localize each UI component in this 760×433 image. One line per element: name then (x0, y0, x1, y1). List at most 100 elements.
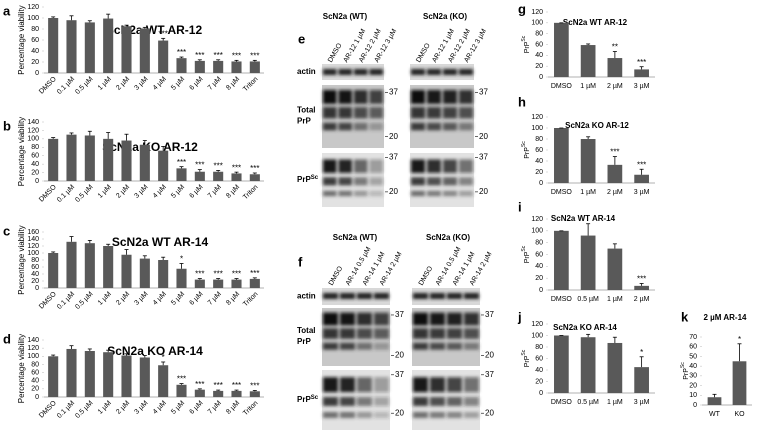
x-tick-label: Triton (242, 184, 259, 201)
y-tick-label: 20 (535, 275, 543, 282)
x-tick-label: 0.1 µM (56, 76, 76, 96)
y-tick-label: 60 (31, 264, 39, 271)
band (427, 159, 441, 173)
lane-label: DMSO (418, 265, 435, 287)
bar (48, 138, 59, 181)
size-marker: 20 (485, 351, 494, 360)
band (340, 293, 355, 299)
band (323, 90, 337, 104)
chart-title: ScN2a WT AR-14 (112, 235, 209, 249)
band (413, 312, 428, 326)
bar (607, 164, 623, 183)
band (323, 69, 337, 75)
x-tick-label: 5 µM (170, 400, 186, 416)
band (357, 328, 372, 339)
band (411, 90, 425, 104)
x-tick-label: 4 µM (152, 291, 168, 307)
x-tick-label: 3 µM (133, 400, 149, 416)
y-axis-label-text: PrP (683, 368, 690, 380)
band (443, 159, 457, 173)
y-tick-label: 120 (27, 243, 39, 250)
band (323, 312, 338, 326)
band (411, 69, 425, 75)
band (354, 177, 368, 186)
band (374, 312, 389, 326)
x-tick-label: Triton (242, 400, 259, 417)
bar (139, 28, 150, 73)
chart-title: ScN2a KO AR-12 (565, 121, 629, 130)
size-marker: 37 (479, 88, 488, 97)
bar (707, 397, 722, 405)
bar (121, 254, 132, 288)
y-axis-label: PrPSc (521, 349, 531, 367)
y-tick-label: 20 (31, 169, 39, 176)
x-tick-label: 4 µM (152, 76, 168, 92)
band (374, 328, 389, 339)
x-tick-label: 0.5 µM (577, 399, 599, 406)
x-tick-label: 7 µM (207, 400, 223, 416)
band (459, 107, 473, 119)
band (443, 122, 457, 131)
size-marker: 37 (485, 310, 494, 319)
size-marker: 20 (395, 408, 404, 417)
x-tick-label: DMSO (551, 83, 573, 90)
band (323, 177, 337, 186)
y-tick-label: 40 (31, 378, 39, 385)
x-tick-label: 1 µM (607, 399, 623, 406)
band (427, 90, 441, 104)
bar (634, 174, 649, 183)
bar (634, 367, 649, 393)
x-tick-label: 0.1 µM (56, 291, 76, 311)
band (464, 412, 479, 418)
size-marker: 20 (479, 132, 488, 141)
band (369, 122, 383, 131)
band (459, 69, 473, 75)
band (369, 159, 383, 173)
y-axis-label: PrPSc (521, 35, 531, 53)
size-marker: 20 (485, 408, 494, 417)
y-tick-label: 80 (535, 240, 543, 247)
bar (139, 258, 150, 288)
blot-bands (411, 90, 473, 131)
panel-letter: b (3, 118, 11, 133)
x-tick-label: 2 µM (115, 400, 131, 416)
y-tick-label: 60 (689, 344, 697, 351)
y-tick-label: 60 (31, 37, 39, 44)
band (323, 159, 337, 173)
size-marker: 20 (389, 187, 398, 196)
bar (84, 135, 95, 181)
row-label-text: PrP (297, 395, 311, 404)
band (459, 177, 473, 186)
bar (634, 69, 649, 77)
band (459, 122, 473, 131)
blot-title: ScN2a (WT) (323, 12, 368, 21)
y-axis-label-text: Percentage viability (17, 5, 26, 74)
panel-letter: i (518, 199, 522, 214)
blot-bands (323, 293, 389, 299)
blot-frame (322, 288, 390, 305)
size-marker: 37 (479, 152, 488, 161)
band (413, 342, 428, 350)
x-tick-label: 1 µM (580, 83, 596, 90)
x-tick-label: 0.1 µM (56, 184, 76, 204)
band (430, 312, 445, 326)
y-tick-label: 0 (693, 402, 697, 409)
y-axis-label-text: PrP (524, 41, 531, 53)
band (443, 90, 457, 104)
y-axis-label-text: PrP (524, 355, 531, 367)
band (464, 397, 479, 406)
significance: *** (158, 29, 167, 38)
y-axis-label: Percentage viability (17, 5, 26, 74)
x-tick-label: 0.1 µM (56, 400, 76, 420)
bar (103, 246, 114, 288)
band (459, 190, 473, 197)
band (323, 342, 338, 350)
row-label: Total (297, 326, 316, 335)
y-tick-label: 120 (531, 321, 543, 328)
band (338, 69, 352, 75)
y-tick-label: 0 (35, 178, 39, 185)
x-tick-label: 1 µM (97, 76, 113, 92)
significance: *** (250, 164, 259, 173)
x-tick-label: 0.5 µM (74, 291, 94, 311)
band (447, 412, 462, 418)
